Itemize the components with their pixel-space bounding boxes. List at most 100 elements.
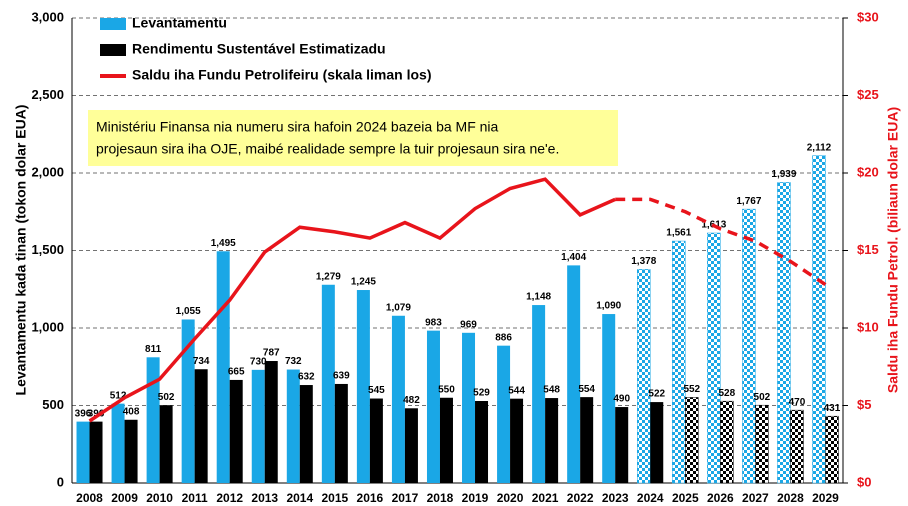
y2-tick-label: $25 (857, 87, 879, 102)
y2-tick-label: $0 (857, 474, 871, 489)
bar (159, 405, 173, 483)
x-tick-label: 2015 (321, 491, 348, 505)
bar (369, 398, 383, 483)
y-tick-label: 1,000 (31, 319, 64, 334)
bar (567, 265, 581, 483)
x-tick-label: 2009 (111, 491, 138, 505)
data-label: 552 (683, 384, 700, 395)
bar (76, 421, 90, 483)
data-label: 639 (333, 371, 350, 382)
x-tick-label: 2020 (497, 491, 524, 505)
data-label: 482 (403, 395, 420, 406)
data-label: 811 (145, 344, 162, 355)
data-label: 1,079 (386, 302, 411, 313)
bar (321, 284, 335, 483)
data-label: 408 (123, 406, 140, 417)
bar (111, 403, 125, 483)
legend-label: Rendimentu Sustentável Estimatizadu (132, 41, 386, 57)
bar (229, 379, 243, 483)
bar (777, 182, 791, 484)
data-label: 554 (578, 384, 595, 395)
bar (404, 408, 418, 483)
x-tick-label: 2013 (251, 491, 278, 505)
y-tick-label: 0 (57, 474, 64, 489)
y2-tick-label: $15 (857, 242, 879, 257)
data-label: 548 (543, 385, 560, 396)
annotation-box (88, 110, 618, 166)
x-tick-label: 2011 (182, 491, 208, 505)
data-label: 665 (228, 367, 245, 378)
data-label: 470 (789, 397, 806, 408)
data-label: 1,378 (631, 256, 656, 267)
data-label: 528 (718, 388, 735, 399)
y-tick-label: 2,500 (31, 87, 64, 102)
bar (475, 401, 489, 483)
bar (299, 385, 313, 483)
data-label: 787 (263, 348, 280, 359)
x-tick-label: 2019 (462, 491, 489, 505)
bar (334, 383, 348, 483)
bar (672, 240, 686, 484)
bar (685, 397, 699, 484)
y-axis-label: Levantamentu kada tinan (tokon dolar EUA… (13, 105, 29, 396)
x-tick-label: 2027 (742, 491, 769, 505)
bar (720, 400, 734, 484)
data-label: 983 (425, 317, 442, 328)
x-tick-label: 2010 (146, 491, 173, 505)
data-label: 529 (473, 388, 490, 399)
bar (825, 415, 839, 484)
bar (637, 269, 651, 484)
data-label: 545 (368, 385, 385, 396)
bar (742, 208, 756, 484)
bar (146, 357, 160, 483)
x-tick-label: 2029 (812, 491, 839, 505)
bar (755, 404, 769, 484)
data-label: 502 (158, 392, 175, 403)
bar (545, 398, 559, 483)
y-tick-label: 2,000 (31, 164, 64, 179)
bar (426, 330, 440, 483)
bar (615, 407, 629, 483)
data-label: 396 (88, 408, 105, 419)
data-label: 396 (75, 408, 92, 419)
bar (462, 332, 476, 483)
data-label: 522 (648, 389, 665, 400)
x-tick-label: 2024 (637, 491, 664, 505)
data-label: 1,404 (561, 252, 586, 263)
bar (124, 419, 138, 483)
data-label: 730 (250, 356, 267, 367)
x-tick-label: 2016 (357, 491, 384, 505)
data-label: 1,767 (736, 196, 761, 207)
line (615, 197, 827, 287)
x-tick-label: 2022 (567, 491, 594, 505)
bar (650, 402, 664, 483)
bar (439, 397, 453, 483)
data-label: 1,148 (526, 292, 551, 303)
bar (532, 305, 546, 483)
bar (707, 232, 721, 484)
x-tick-label: 2021 (532, 491, 559, 505)
data-label: 544 (508, 385, 525, 396)
x-tick-label: 2008 (76, 491, 103, 505)
y-tick-label: 3,000 (31, 9, 64, 24)
data-label: 886 (495, 332, 512, 343)
data-label: 1,279 (316, 271, 341, 282)
bar (812, 155, 826, 484)
bar (391, 315, 405, 483)
data-label: 1,561 (666, 228, 691, 239)
data-label: 1,939 (771, 169, 796, 180)
legend-label: Levantamentu (132, 15, 227, 31)
bar (194, 369, 208, 483)
line (88, 177, 616, 423)
x-tick-label: 2025 (672, 491, 699, 505)
annotation: Ministériu Finansa nia numeru sira hafoi… (96, 119, 499, 135)
data-label: 1,090 (596, 301, 621, 312)
legend-swatch (100, 44, 126, 56)
y2-tick-label: $5 (857, 397, 871, 412)
x-tick-label: 2018 (427, 491, 454, 505)
data-label: 431 (824, 403, 841, 414)
y2-axis-label: Saldu iha Fundu Petrol. (biliaun dolar E… (885, 107, 901, 393)
bar (264, 361, 278, 483)
data-label: 1,245 (351, 277, 376, 288)
